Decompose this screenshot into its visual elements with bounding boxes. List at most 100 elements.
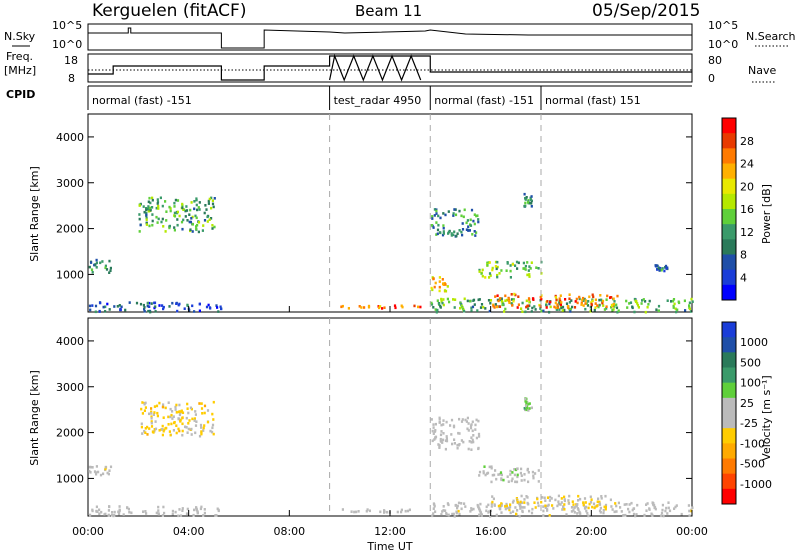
data-cell — [478, 435, 481, 438]
nsearch-tick-top: 10^5 — [708, 19, 738, 32]
data-cell — [534, 472, 537, 475]
data-cell — [109, 465, 113, 469]
data-cell — [602, 304, 605, 307]
data-cell — [162, 403, 165, 406]
nave-tick-bottom: 0 — [708, 72, 715, 85]
data-cell — [173, 421, 176, 424]
data-cell — [523, 498, 526, 501]
data-cell — [445, 420, 448, 424]
data-cell — [515, 260, 519, 264]
data-cell — [197, 206, 200, 209]
data-cell — [523, 407, 526, 410]
data-cell — [587, 506, 590, 510]
data-cell — [433, 504, 436, 508]
data-cell — [528, 509, 531, 513]
data-cell — [625, 299, 628, 303]
data-cell — [198, 402, 201, 405]
data-cell — [516, 467, 519, 471]
data-cell — [516, 475, 519, 479]
velocity-frame — [87, 317, 693, 517]
data-cell — [88, 465, 92, 469]
data-cell — [514, 506, 517, 509]
data-cell — [470, 441, 473, 444]
data-cell — [148, 224, 151, 228]
data-cell — [563, 499, 566, 503]
data-cell — [94, 310, 97, 314]
data-cell — [104, 264, 107, 268]
data-cell — [626, 306, 629, 309]
data-cell — [126, 506, 129, 509]
data-cell — [170, 422, 173, 426]
data-cell — [513, 473, 516, 477]
data-cell — [537, 469, 540, 472]
data-cell — [613, 300, 616, 303]
data-cell — [530, 310, 533, 313]
data-cell — [107, 514, 110, 517]
data-cell — [636, 302, 639, 305]
data-cell — [596, 504, 599, 507]
data-cell — [447, 513, 450, 517]
data-cell — [635, 300, 638, 304]
data-cell — [452, 214, 455, 217]
data-cell — [182, 218, 185, 222]
data-cell — [178, 214, 181, 218]
data-cell — [597, 497, 600, 501]
colorbar-swatch — [722, 148, 736, 164]
data-cell — [570, 510, 573, 513]
data-cell — [514, 480, 517, 484]
data-cell — [574, 300, 577, 303]
data-cell — [540, 500, 543, 504]
data-cell — [147, 209, 150, 213]
data-cell — [165, 426, 168, 430]
data-cell — [157, 217, 160, 221]
data-cell — [99, 261, 102, 265]
data-cell — [542, 509, 545, 513]
data-cell — [452, 212, 455, 215]
data-cell — [193, 419, 196, 422]
data-cell — [476, 214, 479, 217]
colorbar-swatch — [722, 239, 736, 255]
data-cell — [193, 508, 196, 512]
data-cell — [507, 506, 510, 510]
data-cell — [466, 427, 469, 431]
data-cell — [196, 511, 199, 514]
data-cell — [688, 304, 691, 307]
data-cell — [582, 304, 585, 307]
data-cell — [144, 401, 147, 405]
data-cell — [142, 510, 145, 513]
data-cell — [438, 289, 441, 293]
data-cell — [524, 310, 527, 314]
data-cell — [171, 509, 174, 513]
data-cell — [208, 197, 211, 201]
data-cell — [631, 306, 634, 310]
data-cell — [212, 432, 215, 436]
y-tick-label: 2000 — [56, 427, 84, 440]
nsky-tick-bottom: 10^0 — [52, 38, 82, 51]
data-cell — [517, 261, 520, 265]
data-cell — [484, 276, 487, 279]
data-cell — [192, 513, 195, 517]
data-cell — [457, 509, 460, 513]
data-cell — [438, 280, 441, 283]
data-cell — [149, 310, 152, 314]
data-cell — [644, 300, 647, 303]
data-cell — [616, 310, 619, 314]
data-cell — [519, 502, 522, 506]
data-cell — [438, 421, 441, 424]
data-cell — [594, 298, 597, 302]
data-cell — [141, 412, 144, 415]
data-cell — [157, 505, 160, 509]
data-cell — [143, 409, 146, 412]
data-cell — [437, 214, 440, 218]
data-cell — [173, 211, 176, 215]
data-cell — [475, 418, 478, 422]
data-cell — [510, 302, 513, 305]
data-cell — [193, 207, 196, 211]
colorbar-tick-label: 100 — [740, 377, 761, 390]
data-cell — [159, 196, 162, 200]
data-cell — [560, 497, 563, 500]
data-cell — [490, 502, 493, 505]
data-cell — [168, 430, 171, 433]
data-cell — [444, 509, 447, 512]
data-cell — [128, 301, 131, 304]
